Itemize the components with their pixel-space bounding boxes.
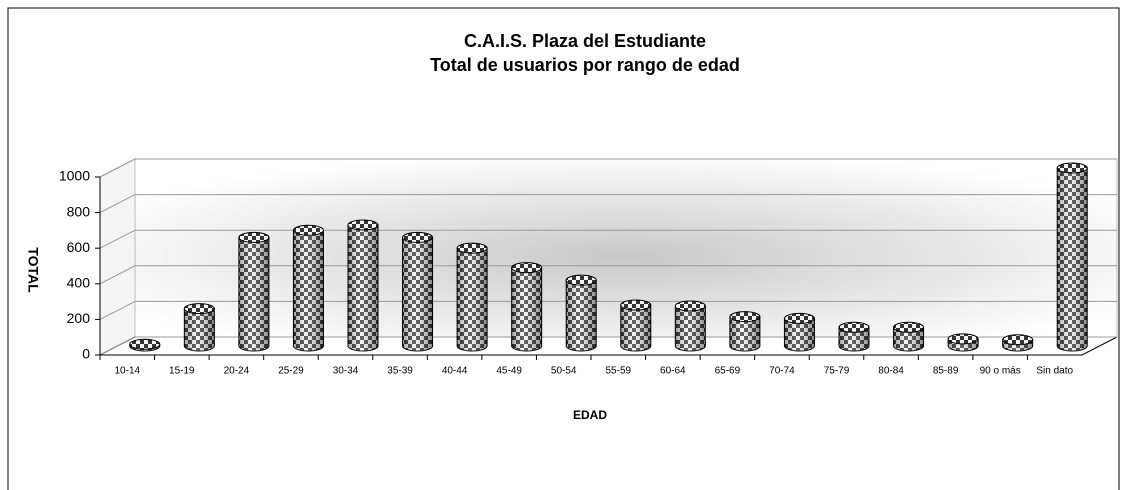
x-tick-label: 30-34: [333, 366, 359, 377]
bar: [402, 231, 434, 352]
x-tick-label: 20-24: [224, 366, 250, 377]
x-tick-label: 45-49: [496, 366, 522, 377]
x-tick-label: 25-29: [278, 366, 304, 377]
bar: [1002, 334, 1034, 352]
x-tick-label: 85-89: [933, 366, 959, 377]
y-tick-label: 800: [67, 203, 91, 219]
grid-line: [99, 194, 1117, 214]
grid-line: [99, 158, 1117, 178]
x-tick-label: 15-19: [169, 366, 195, 377]
bar: [783, 312, 815, 352]
bar: [511, 262, 543, 352]
bar: [620, 299, 652, 352]
bar: [238, 231, 270, 352]
x-tick-label: 70-74: [769, 366, 795, 377]
x-tick-label: 55-59: [605, 366, 631, 377]
y-axis-label: TOTAL: [25, 247, 41, 293]
grid-line: [99, 229, 1117, 249]
chart-title: C.A.I.S. Plaza del Estudiante: [464, 31, 706, 51]
x-tick-label: 50-54: [551, 366, 577, 377]
x-tick-label: 75-79: [824, 366, 850, 377]
chart-border: [7, 7, 1120, 490]
grid-line: [99, 265, 1117, 285]
bar: [565, 274, 597, 352]
bar: [947, 333, 979, 352]
y-tick-label: 200: [67, 310, 91, 326]
bar: [129, 338, 161, 352]
x-tick-label: 65-69: [715, 366, 741, 377]
bar: [456, 242, 488, 352]
y-tick-label: 400: [67, 275, 91, 291]
bar: [347, 219, 379, 352]
chart-subtitle: Total de usuarios por rango de edad: [430, 55, 740, 75]
x-tick-label: 90 o más: [980, 366, 1021, 377]
x-tick-label: 80-84: [878, 366, 904, 377]
bar: [893, 321, 925, 352]
x-tick-label: Sin dato: [1036, 366, 1073, 377]
y-tick-label: 0: [82, 346, 90, 362]
x-tick-label: 40-44: [442, 366, 468, 377]
grid-line: [99, 300, 1117, 320]
side-wall: [99, 158, 136, 356]
x-tick-label: 60-64: [660, 366, 686, 377]
bar: [292, 224, 324, 352]
y-tick-label: 1000: [59, 168, 90, 184]
x-tick-label: 35-39: [387, 366, 413, 377]
bar: [183, 303, 215, 352]
x-axis-label: EDAD: [573, 408, 607, 422]
x-tick-label: 10-14: [114, 366, 140, 377]
bar: [838, 321, 870, 352]
y-tick-label: 600: [67, 239, 91, 255]
bar: [1056, 162, 1088, 352]
bar: [674, 300, 706, 352]
bar: [729, 311, 761, 352]
